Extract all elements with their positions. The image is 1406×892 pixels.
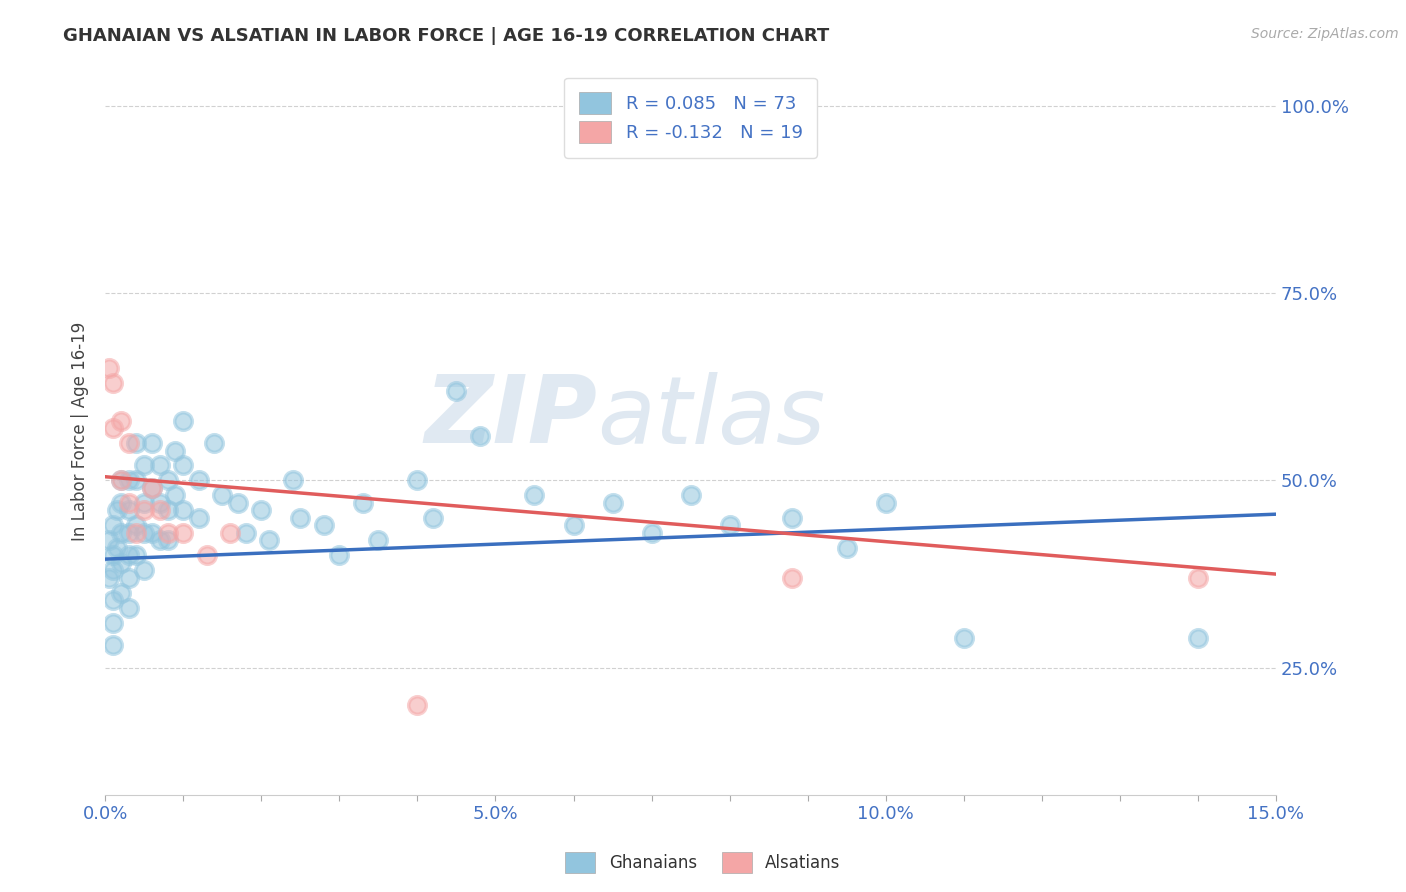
Point (172, 458, 194, 473)
Point (98, 361, 121, 376)
Point (172, 413, 194, 427)
Text: ZIP: ZIP (425, 371, 598, 463)
Point (780, 511, 803, 525)
Point (101, 421, 124, 435)
Point (952, 631, 974, 645)
Point (367, 533, 389, 548)
Point (149, 503, 172, 517)
Point (406, 474, 429, 488)
Y-axis label: In Labor Force | Age 16-19: In Labor Force | Age 16-19 (72, 322, 89, 541)
Point (149, 458, 172, 473)
Point (235, 525, 257, 540)
Point (328, 549, 350, 563)
Point (1187, 631, 1209, 645)
Point (125, 518, 148, 533)
Point (679, 488, 702, 502)
Text: GHANAIAN VS ALSATIAN IN LABOR FORCE | AGE 16-19 CORRELATION CHART: GHANAIAN VS ALSATIAN IN LABOR FORCE | AG… (63, 27, 830, 45)
Point (134, 525, 156, 540)
Point (98, 533, 121, 548)
Point (98, 571, 121, 585)
Point (101, 563, 124, 577)
Point (468, 428, 491, 442)
Point (105, 503, 128, 517)
Point (406, 698, 429, 713)
Point (718, 518, 741, 533)
Point (156, 533, 179, 548)
Point (117, 496, 139, 510)
Point (134, 458, 156, 473)
Point (226, 496, 249, 510)
Point (125, 525, 148, 540)
Point (101, 376, 124, 390)
Point (101, 638, 124, 652)
Point (117, 503, 139, 517)
Point (211, 488, 233, 502)
Point (117, 600, 139, 615)
Point (110, 496, 132, 510)
Point (101, 593, 124, 607)
Point (125, 436, 148, 450)
Point (110, 474, 132, 488)
Point (562, 518, 585, 533)
Point (250, 503, 273, 517)
Point (422, 511, 444, 525)
Point (141, 481, 163, 495)
Point (110, 556, 132, 570)
Text: Source: ZipAtlas.com: Source: ZipAtlas.com (1251, 27, 1399, 41)
Point (117, 525, 139, 540)
Point (110, 474, 132, 488)
Point (172, 525, 194, 540)
Point (101, 518, 124, 533)
Point (187, 474, 209, 488)
Point (105, 541, 128, 555)
Point (110, 586, 132, 600)
Point (141, 481, 163, 495)
Point (141, 525, 163, 540)
Point (156, 474, 179, 488)
Text: atlas: atlas (598, 372, 825, 463)
Point (195, 549, 218, 563)
Point (602, 496, 624, 510)
Point (156, 503, 179, 517)
Point (281, 474, 304, 488)
Point (101, 615, 124, 630)
Point (875, 496, 897, 510)
Point (110, 525, 132, 540)
Point (352, 496, 374, 510)
Point (156, 525, 179, 540)
Point (134, 563, 156, 577)
Point (187, 511, 209, 525)
Point (134, 503, 156, 517)
Point (110, 413, 132, 427)
Point (125, 549, 148, 563)
Point (101, 549, 124, 563)
Point (165, 488, 187, 502)
Point (125, 474, 148, 488)
Point (172, 503, 194, 517)
Point (117, 571, 139, 585)
Point (312, 518, 335, 533)
Point (523, 488, 546, 502)
Point (149, 496, 172, 510)
Point (134, 496, 156, 510)
Point (219, 525, 242, 540)
Point (640, 525, 662, 540)
Point (290, 511, 312, 525)
Point (780, 571, 803, 585)
Point (446, 384, 468, 398)
Point (117, 436, 139, 450)
Legend: R = 0.085   N = 73, R = -0.132   N = 19: R = 0.085 N = 73, R = -0.132 N = 19 (564, 78, 817, 158)
Point (117, 474, 139, 488)
Point (141, 436, 163, 450)
Point (257, 533, 280, 548)
Point (204, 436, 226, 450)
Point (1187, 571, 1209, 585)
Legend: Ghanaians, Alsatians: Ghanaians, Alsatians (558, 846, 848, 880)
Point (165, 443, 187, 458)
Point (117, 549, 139, 563)
Point (149, 533, 172, 548)
Point (835, 541, 858, 555)
